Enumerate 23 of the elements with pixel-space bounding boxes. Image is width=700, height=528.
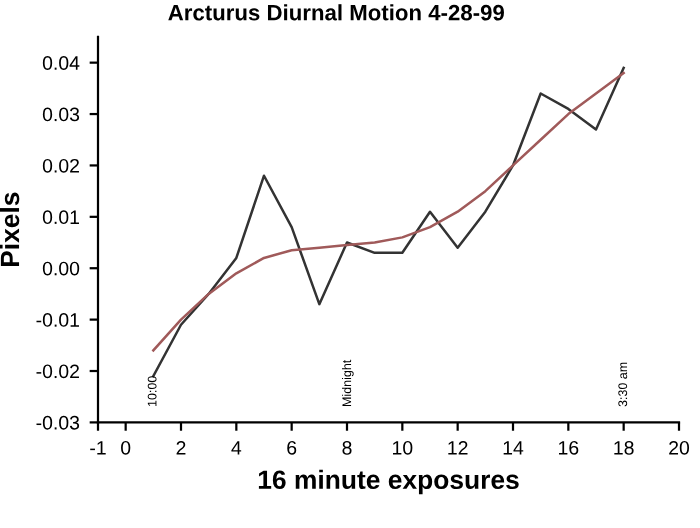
x-axis-title: 16 minute exposures: [258, 469, 519, 495]
x-tick-label: 0: [121, 440, 131, 455]
x-tick-label: 14: [503, 441, 524, 455]
y-tick-label: 0.02: [42, 158, 79, 173]
x-tick-label: 12: [448, 440, 468, 455]
x-tick-label: 20: [669, 440, 690, 455]
x-tick-label: 18: [614, 440, 634, 455]
y-tick-label: 0.04: [42, 56, 80, 70]
y-tick-label: -0.03: [36, 415, 80, 430]
y-tick-label: 0.01: [42, 210, 79, 225]
x-tick-label: 4: [231, 441, 242, 455]
x-tick-label: 6: [287, 440, 297, 455]
x-tick-label: -1: [90, 441, 106, 455]
y-axis-title: Pixels: [0, 192, 20, 267]
chart-title: Arcturus Diurnal Motion 4-28-99: [168, 4, 504, 21]
x-tick-label: 2: [176, 440, 186, 455]
x-tick-label: 10: [393, 440, 413, 455]
y-tick-label: 0.03: [42, 107, 80, 122]
x-tick-label: 8: [342, 440, 352, 455]
y-tick-label: -0.02: [36, 364, 79, 379]
y-tick-label: -0.01: [36, 313, 79, 327]
x-tick-label: 16: [559, 440, 579, 455]
y-tick-label: 0.00: [42, 261, 80, 276]
